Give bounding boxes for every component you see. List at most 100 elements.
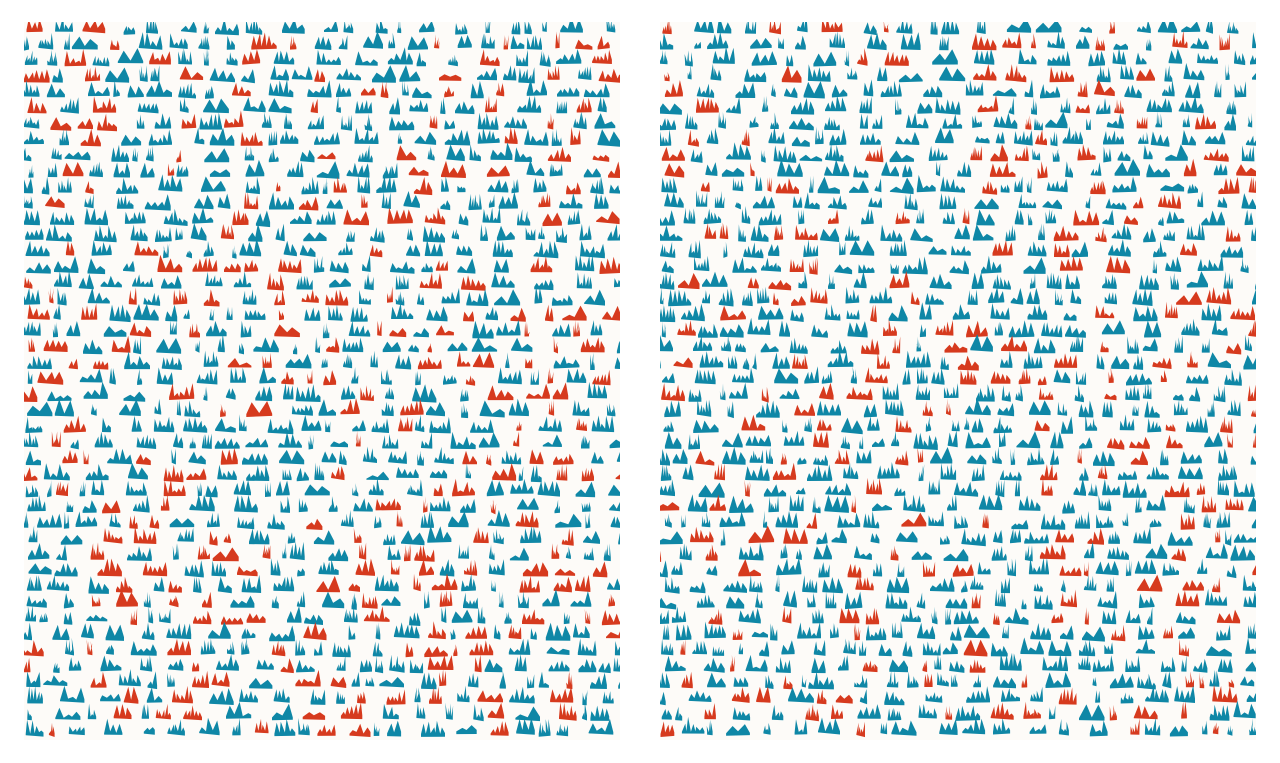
primary-stroke [301, 414, 322, 431]
primary-stroke [259, 366, 276, 384]
primary-stroke [1217, 658, 1233, 673]
accent-stroke [280, 658, 294, 674]
primary-stroke [1143, 228, 1156, 243]
primary-stroke [1251, 518, 1256, 529]
primary-stroke [880, 80, 902, 98]
primary-stroke [71, 36, 98, 50]
primary-stroke [961, 580, 968, 593]
accent-stroke [547, 146, 571, 162]
primary-stroke [1028, 557, 1049, 575]
accent-stroke [990, 144, 1008, 162]
accent-stroke [1164, 481, 1190, 498]
primary-stroke [542, 589, 560, 607]
primary-stroke [1134, 559, 1156, 574]
accent-stroke [973, 64, 997, 81]
primary-stroke [831, 528, 847, 544]
primary-stroke [888, 305, 908, 322]
primary-stroke [488, 559, 505, 576]
primary-stroke [609, 501, 620, 512]
accent-stroke [176, 149, 182, 163]
primary-stroke [1252, 72, 1256, 80]
primary-stroke [1213, 385, 1226, 403]
accent-stroke [892, 336, 901, 354]
primary-stroke [1018, 48, 1037, 65]
primary-stroke [508, 638, 531, 655]
accent-stroke [741, 414, 766, 431]
primary-stroke [701, 511, 711, 528]
primary-stroke [1024, 79, 1034, 98]
accent-stroke [302, 712, 326, 720]
accent-stroke [516, 421, 522, 431]
accent-stroke [519, 575, 540, 593]
primary-stroke [784, 87, 798, 98]
primary-stroke [479, 400, 505, 418]
primary-stroke [421, 262, 433, 273]
primary-stroke [249, 528, 270, 545]
primary-stroke [123, 260, 135, 272]
primary-stroke [661, 709, 672, 720]
accent-stroke [202, 591, 212, 608]
primary-stroke [1063, 312, 1077, 321]
primary-stroke [1164, 65, 1173, 82]
primary-stroke [102, 417, 111, 433]
primary-stroke [804, 416, 812, 433]
primary-stroke [609, 184, 620, 194]
accent-stroke [782, 606, 792, 624]
primary-stroke [460, 388, 469, 402]
primary-stroke [660, 360, 661, 369]
primary-stroke [336, 690, 345, 704]
primary-stroke [726, 596, 745, 609]
primary-stroke [491, 272, 515, 288]
primary-stroke [387, 545, 401, 560]
primary-stroke [719, 511, 746, 528]
primary-stroke [280, 130, 299, 144]
primary-stroke [816, 531, 828, 545]
primary-stroke [100, 693, 121, 702]
primary-stroke [530, 628, 537, 640]
accent-stroke [524, 321, 530, 337]
primary-stroke [430, 496, 451, 512]
primary-stroke [576, 272, 592, 289]
primary-stroke [955, 705, 981, 721]
accent-stroke [24, 467, 38, 481]
primary-stroke [458, 544, 469, 559]
primary-stroke [1247, 623, 1256, 639]
primary-stroke [710, 63, 722, 81]
primary-stroke [1125, 385, 1140, 401]
accent-stroke [1228, 679, 1235, 688]
accent-stroke [664, 72, 670, 82]
primary-stroke [487, 179, 509, 193]
primary-stroke [742, 357, 750, 370]
primary-stroke [786, 54, 794, 67]
accent-stroke [526, 383, 550, 399]
accent-stroke [490, 499, 497, 515]
accent-stroke [1053, 225, 1079, 242]
primary-stroke [597, 96, 607, 113]
accent-stroke [592, 154, 610, 162]
primary-stroke [661, 177, 677, 193]
primary-stroke [1205, 22, 1213, 34]
primary-stroke [330, 441, 348, 448]
primary-stroke [1014, 176, 1023, 193]
primary-stroke [850, 365, 857, 384]
accent-stroke [575, 39, 593, 50]
primary-stroke [831, 84, 848, 98]
primary-stroke [1048, 640, 1072, 657]
primary-stroke [829, 31, 845, 48]
primary-stroke [903, 494, 926, 513]
primary-stroke [242, 289, 257, 305]
primary-stroke [137, 102, 159, 114]
accent-stroke [48, 722, 55, 737]
accent-stroke [1084, 607, 1089, 625]
primary-stroke [25, 605, 36, 622]
primary-stroke [863, 511, 880, 529]
primary-stroke [1125, 609, 1141, 624]
primary-stroke [1227, 22, 1239, 34]
primary-stroke [789, 117, 814, 131]
primary-stroke [688, 433, 700, 450]
primary-stroke [1045, 208, 1057, 224]
primary-stroke [87, 258, 106, 275]
primary-stroke [265, 482, 271, 497]
primary-stroke [1251, 226, 1256, 242]
primary-stroke [696, 594, 715, 608]
